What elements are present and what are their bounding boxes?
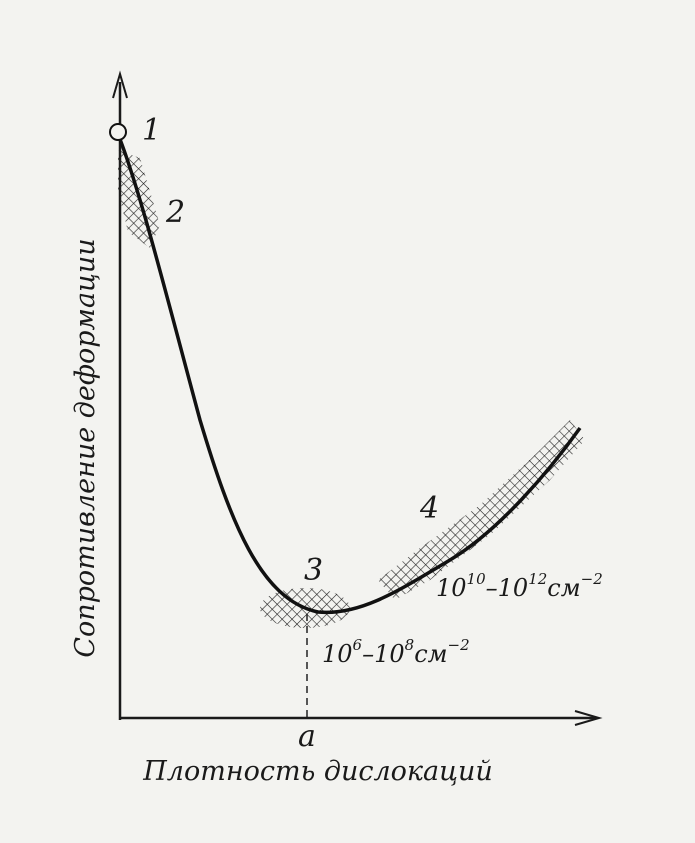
y-arrow [112,70,128,99]
annotation-text: –10 [362,640,405,668]
superscript: 8 [405,636,415,654]
x-marker: a [298,719,316,754]
point-label: 4 [419,491,439,526]
superscript: −2 [448,636,470,654]
superscript: 12 [528,570,547,588]
annotation-text: 10 [436,574,467,602]
curve [116,133,582,615]
x-arrow [574,710,603,726]
y-axis-title: Сопротивление деформации [70,238,101,657]
zone-4 [378,420,585,600]
annotation-text: см [547,574,580,602]
superscript: −2 [581,570,603,588]
point-1 [109,123,127,141]
annotation-text: –10 [486,574,529,602]
annotation-text: 10 [322,640,353,668]
superscript: 10 [467,570,487,588]
annotation: 1010–1012см−2 [436,570,603,602]
annotation-text: см [414,640,447,668]
point-label: 3 [304,553,323,588]
point-label: 1 [142,113,161,148]
point-label: 2 [165,195,185,230]
superscript: 6 [353,636,363,654]
annotation: 106–108см−2 [322,636,470,668]
x-axis-title: Плотность дислокаций [142,756,493,787]
